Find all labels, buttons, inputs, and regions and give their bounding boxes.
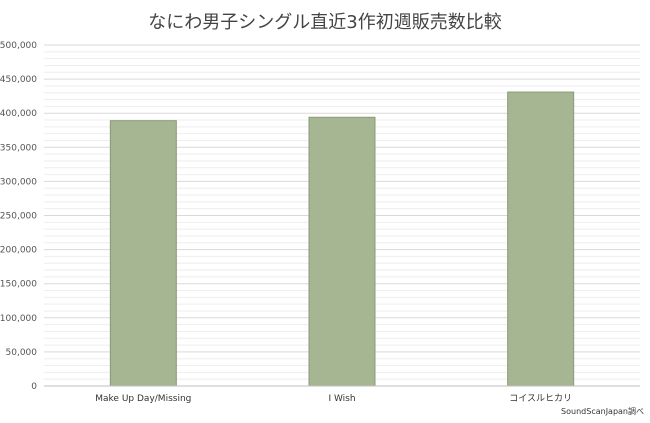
y-tick-label: 250,000 bbox=[0, 212, 37, 222]
bar bbox=[308, 116, 376, 387]
y-tick-label: 150,000 bbox=[0, 280, 37, 290]
x-tick-label: Make Up Day/Missing bbox=[95, 394, 191, 404]
y-tick-label: 500,000 bbox=[0, 41, 37, 51]
y-tick-label: 400,000 bbox=[0, 109, 37, 119]
y-tick-label: 300,000 bbox=[0, 177, 37, 187]
y-tick-label: 200,000 bbox=[0, 246, 37, 256]
y-tick-label: 450,000 bbox=[0, 75, 37, 85]
y-tick-label: 350,000 bbox=[0, 143, 37, 153]
chart-title: なにわ男子シングル直近3作初週販売数比較 bbox=[148, 12, 502, 33]
bar bbox=[109, 120, 177, 387]
source-note: SoundScanJapan調べ bbox=[561, 407, 644, 416]
y-tick-label: 100,000 bbox=[0, 314, 37, 324]
bar bbox=[507, 91, 575, 387]
y-tick-label: 50,000 bbox=[6, 348, 38, 358]
x-tick-label: コイスルヒカリ bbox=[509, 393, 572, 404]
y-tick-label: 0 bbox=[31, 382, 37, 392]
x-tick-label: I Wish bbox=[328, 394, 355, 404]
